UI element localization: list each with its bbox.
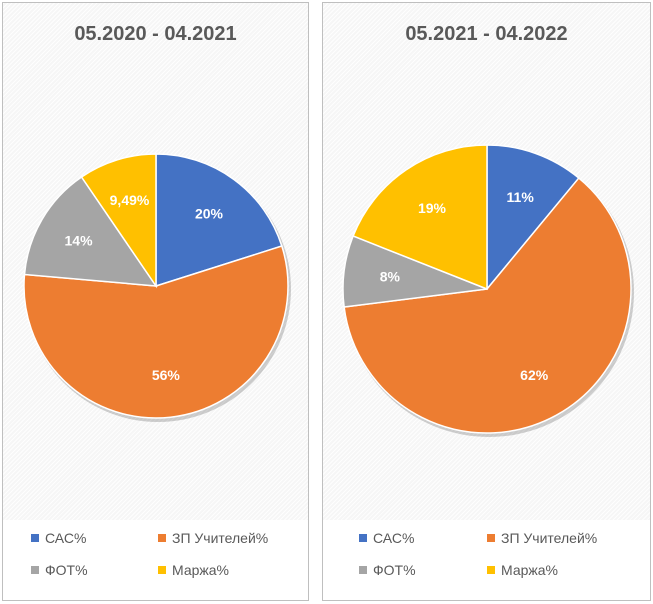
legend-item-cac: САС% bbox=[31, 530, 86, 546]
data-label-margin: 19% bbox=[418, 200, 447, 216]
chart-title-left: 05.2020 - 04.2021 bbox=[74, 23, 237, 45]
legend-label-margin: Маржа% bbox=[172, 562, 229, 578]
legend-item-cac: САС% bbox=[359, 530, 414, 546]
legend-swatch-cac bbox=[359, 534, 367, 542]
chart-title-right: 05.2021 - 04.2022 bbox=[405, 23, 568, 45]
legend-item-fot: ФОТ% bbox=[359, 562, 416, 578]
legend-swatch-margin bbox=[487, 566, 495, 574]
legend-swatch-margin bbox=[158, 566, 166, 574]
legend-swatch-cac bbox=[31, 534, 39, 542]
legend-label-teachers: ЗП Учителей% bbox=[172, 530, 269, 546]
legend-label-cac: САС% bbox=[45, 530, 87, 546]
pie-slice-margin bbox=[352, 144, 488, 291]
legend-label-teachers: ЗП Учителей% bbox=[501, 530, 598, 546]
legend-swatch-fot bbox=[31, 566, 39, 574]
data-label-fot: 14% bbox=[65, 233, 94, 249]
pie-slice-cac bbox=[155, 153, 283, 288]
legend-item-teachers: ЗП Учителей% bbox=[487, 530, 597, 546]
legend-label-cac: САС% bbox=[373, 530, 415, 546]
data-label-fot: 8% bbox=[380, 269, 401, 285]
legend-item-fot: ФОТ% bbox=[31, 562, 88, 578]
pie-slice-teachers bbox=[23, 245, 289, 419]
pie-slice-margin bbox=[80, 153, 157, 289]
legend-left: САС% ЗП Учителей% ФОТ% Маржа% bbox=[3, 520, 308, 600]
data-label-teachers: 56% bbox=[152, 367, 181, 383]
pie-slice-fot bbox=[23, 175, 158, 287]
pie-slice-cac bbox=[486, 144, 580, 292]
legend-swatch-teachers bbox=[158, 534, 166, 542]
legend-swatch-teachers bbox=[487, 534, 495, 542]
pie-slice-teachers bbox=[343, 176, 632, 434]
chart-panel-left: 05.2020 - 04.2021 20% 56% 14% 9,49% САС% ЗП… bbox=[2, 2, 309, 601]
legend-label-fot: ФОТ% bbox=[45, 562, 88, 578]
legend-label-margin: Маржа% bbox=[501, 562, 558, 578]
chart-panel-right: 05.2021 - 04.2022 11% 62% 8% 19% САС% ЗП Уч… bbox=[322, 2, 651, 601]
data-label-teachers: 62% bbox=[520, 367, 549, 383]
pie-chart-right: 11% 62% 8% 19% bbox=[342, 144, 634, 437]
legend-swatch-fot bbox=[359, 566, 367, 574]
pie-chart-left: 20% 56% 14% 9,49% bbox=[23, 153, 291, 422]
legend-right: САС% ЗП Учителей% ФОТ% Маржа% bbox=[323, 520, 650, 600]
legend-item-teachers: ЗП Учителей% bbox=[158, 530, 268, 546]
legend-item-margin: Маржа% bbox=[487, 562, 558, 578]
legend-item-margin: Маржа% bbox=[158, 562, 229, 578]
data-label-cac: 20% bbox=[195, 206, 224, 222]
data-label-margin: 9,49% bbox=[110, 192, 150, 208]
data-label-cac: 11% bbox=[507, 189, 535, 205]
legend-label-fot: ФОТ% bbox=[373, 562, 416, 578]
